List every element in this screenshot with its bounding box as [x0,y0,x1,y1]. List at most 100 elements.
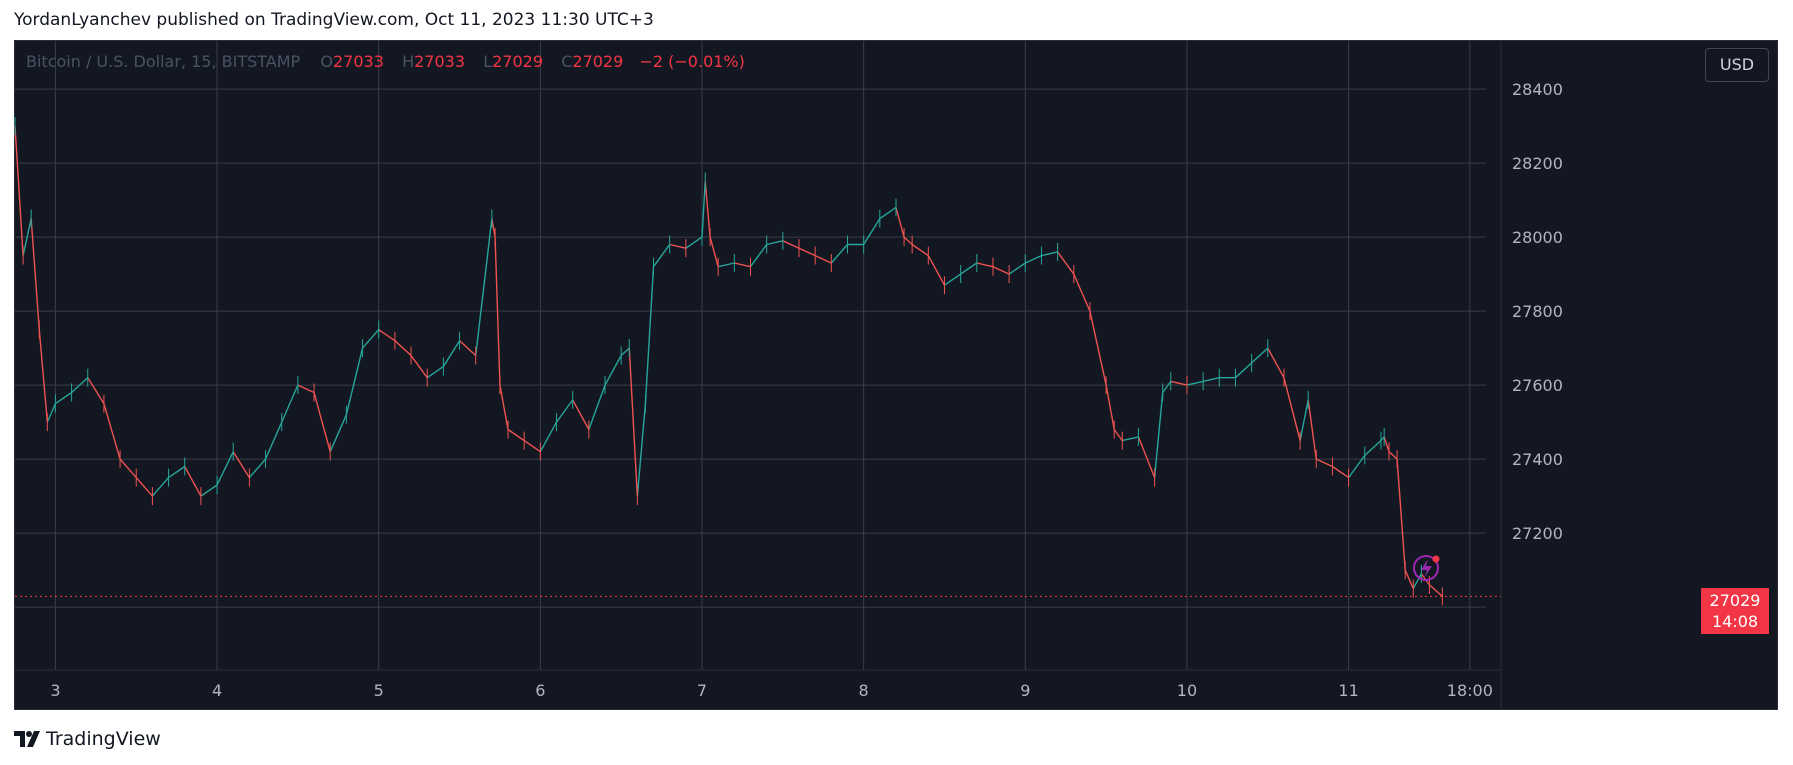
legend-high-label: H [402,52,415,71]
legend-high-value: 27033 [414,52,466,71]
price-segment [1428,584,1443,597]
last-price-value: 27029 [1709,591,1761,610]
price-segment [459,340,477,357]
price-segment [499,384,509,430]
footer-brand[interactable]: TradingView [14,726,161,752]
price-segment [1170,380,1188,386]
price-segment [1364,440,1382,456]
footer-brand-label: TradingView [46,728,161,750]
price-segment [523,440,541,453]
price-segment [1380,436,1385,442]
price-segment [232,451,250,478]
last-price-tag: 27029 14:08 [1701,588,1769,634]
price-segment [539,421,558,453]
price-segment [281,384,299,423]
price-segment [1234,362,1253,379]
price-segment [151,477,170,497]
price-segment [71,377,89,394]
price-segment [426,366,444,379]
price-segment [1383,436,1390,452]
price-segment [329,414,348,452]
price-segment [814,254,832,264]
price-segment [636,403,647,497]
price-segment [555,399,574,423]
currency-button[interactable]: USD [1705,48,1769,82]
x-tick-label: 4 [212,681,222,700]
price-segment [903,236,913,246]
price-segment [362,329,380,349]
price-segment [1041,251,1058,257]
price-segment [297,384,315,394]
x-tick-label: 9 [1020,681,1030,700]
bar-countdown: 14:08 [1711,612,1759,631]
y-tick-label: 27800 [1512,302,1563,321]
x-tick-label: 8 [859,681,869,700]
legend-close-label: C [561,52,573,71]
y-tick-label: 27600 [1512,376,1563,395]
legend-symbol: Bitcoin / U.S. Dollar, 15, BITSTAMP [26,52,301,71]
price-segment [216,451,234,486]
legend-change: −2 (−0.01%) [639,52,745,71]
price-segment [87,377,105,404]
price-segment [345,347,364,415]
chart-panel[interactable] [14,40,1778,710]
price-segment [30,218,40,330]
price-segment [911,243,929,257]
price-segment [1008,262,1026,275]
price-segment [685,236,703,249]
price-segment [1388,451,1398,460]
price-segment [1122,436,1139,442]
price-segment [644,266,655,404]
price-segment [442,340,461,367]
price-segment [1315,458,1333,468]
price-segment [1162,380,1172,393]
price-segment [313,392,331,452]
x-tick-label: 18:00 [1447,681,1493,700]
price-segment [830,244,849,264]
price-segment [1251,347,1269,364]
price-segment [604,355,622,386]
x-tick-label: 7 [697,681,707,700]
price-segment [248,458,267,479]
price-segment [863,218,881,245]
price-segment [1105,384,1115,430]
price-segment [168,465,186,479]
price-segment [734,262,751,268]
price-segment [507,428,525,442]
price-segment [992,266,1010,275]
price-segment [135,477,153,497]
price-segment [410,355,428,379]
price-segment [718,262,735,268]
price-segment [103,403,121,460]
price-segment [1186,380,1204,386]
price-segment [1137,436,1156,478]
price-segment [927,255,946,286]
price-segment [701,181,706,238]
price-segment [782,240,800,249]
price-segment [1396,459,1406,571]
x-tick-label: 11 [1338,681,1358,700]
price-segment [628,348,639,497]
publisher-line: YordanLyanchev published on TradingView.… [14,10,654,30]
legend-open-value: 27033 [332,52,384,71]
legend-low-value: 27029 [492,52,544,71]
lightning-icon [1413,555,1440,581]
price-segment [976,262,994,268]
price-segment [46,403,57,423]
price-segment [766,240,783,246]
price-segment [1113,429,1123,442]
y-tick-label: 27400 [1512,450,1563,469]
price-segment [378,329,396,342]
price-segment [588,384,606,430]
y-tick-label: 27200 [1512,524,1563,543]
y-tick-label: 28200 [1512,154,1563,173]
price-segment [1348,454,1366,479]
price-segment [669,243,686,249]
price-segment [1073,273,1091,312]
chart-legend: Bitcoin / U.S. Dollar, 15, BITSTAMP O270… [26,52,745,71]
price-segment [1283,377,1301,441]
x-tick-label: 3 [50,681,60,700]
price-segment [960,262,978,275]
price-segment [1202,377,1220,383]
